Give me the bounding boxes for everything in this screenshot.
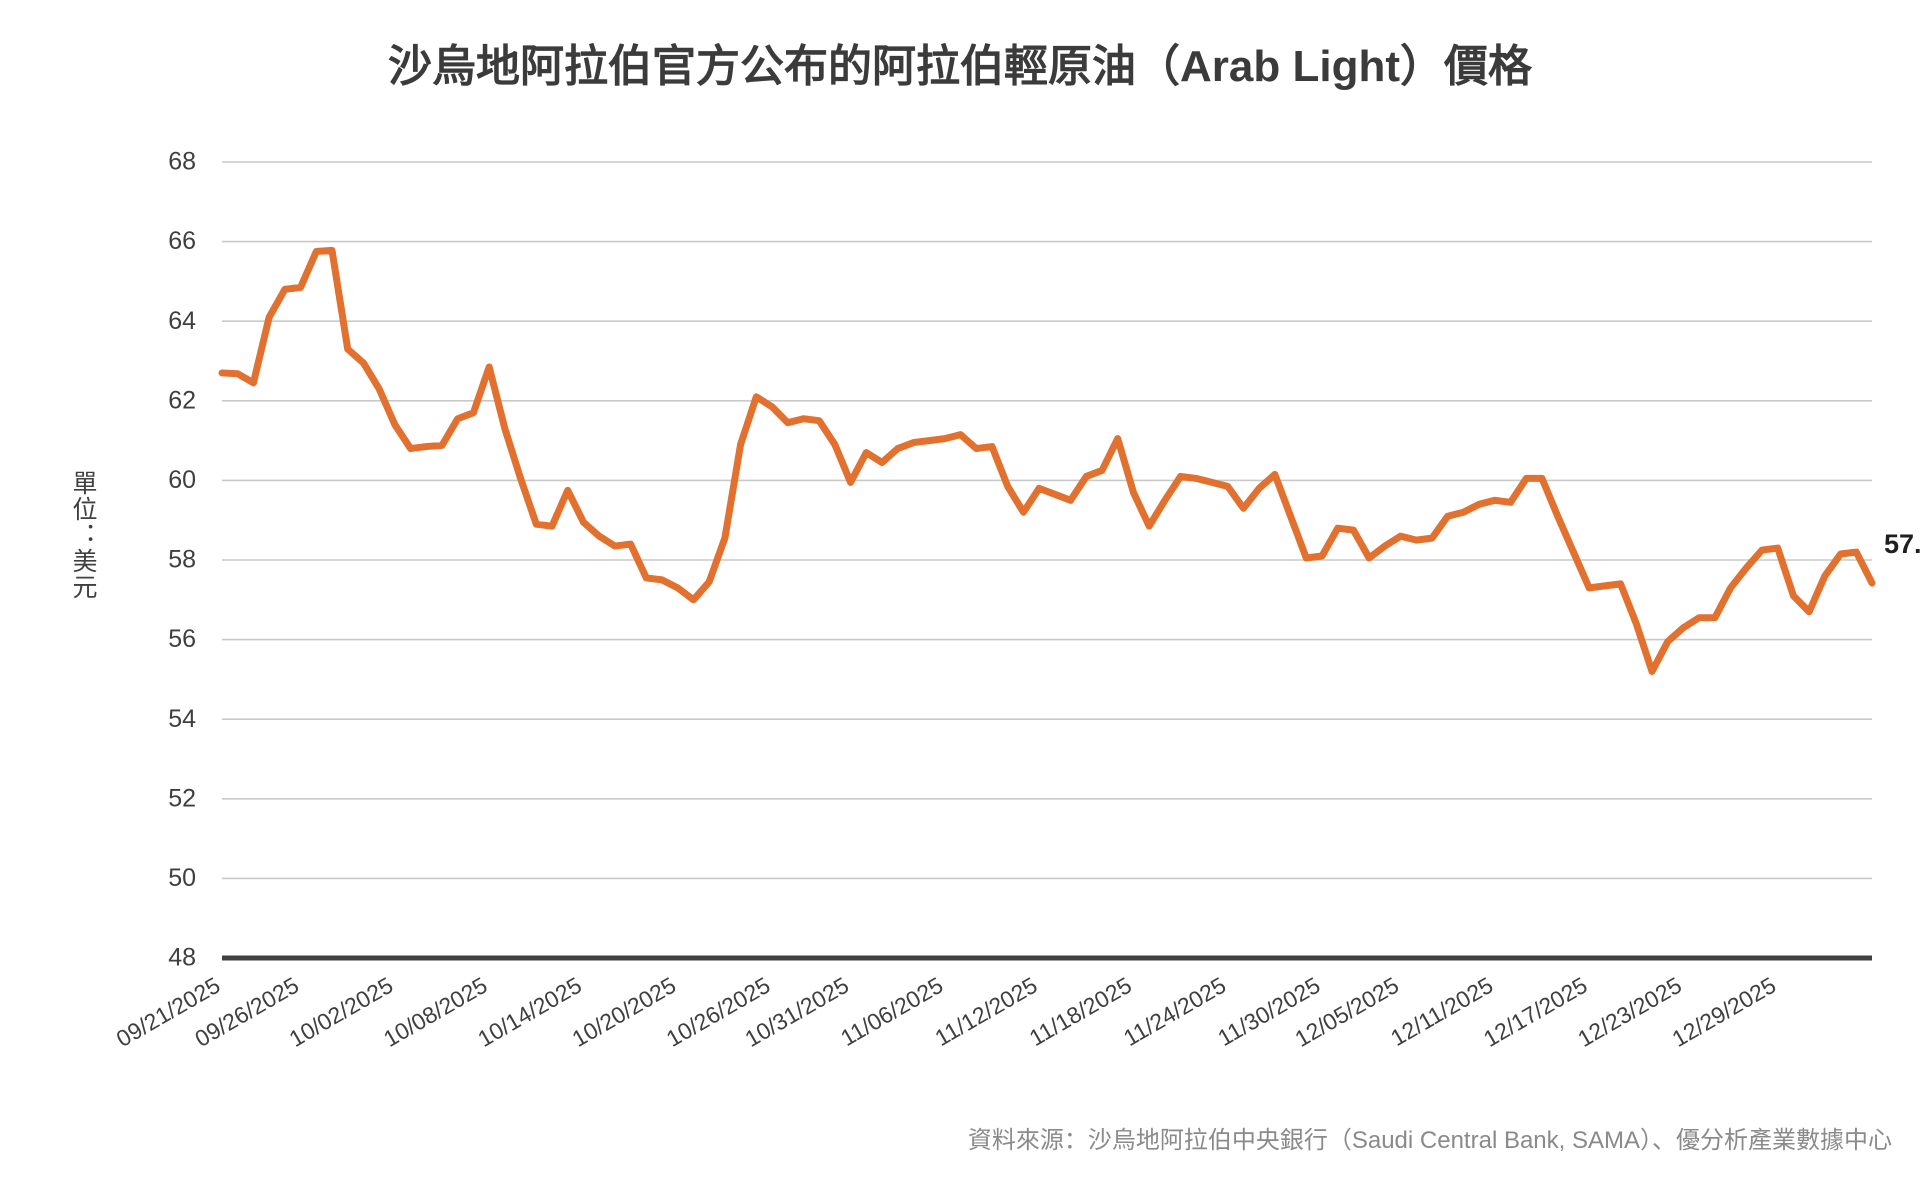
y-axis-tick-label: 48 (168, 944, 196, 972)
y-axis-tick-label: 56 (168, 625, 196, 653)
y-axis-tick-label: 58 (168, 546, 196, 574)
x-axis-tick-label: 10/20/2025 (568, 972, 681, 1052)
y-axis-tick-label: 62 (168, 386, 196, 414)
x-axis-tick-label: 10/02/2025 (285, 972, 398, 1052)
x-axis-tick-label: 11/12/2025 (930, 972, 1041, 1051)
x-axis-tick-label: 11/18/2025 (1025, 972, 1136, 1051)
x-axis-tick-label: 11/06/2025 (836, 972, 947, 1051)
x-axis-tick-label: 12/23/2025 (1573, 972, 1686, 1052)
x-axis-tick-label: 11/24/2025 (1119, 972, 1230, 1051)
x-axis-tick-label: 12/29/2025 (1668, 972, 1781, 1052)
price-line-series (218, 246, 1876, 675)
last-value-label-group: 57.42 (1884, 529, 1920, 559)
x-axis-tick-label: 10/14/2025 (473, 972, 586, 1052)
x-axis-tick-label: 12/11/2025 (1386, 972, 1497, 1051)
y-axis-tick-label: 54 (168, 705, 196, 733)
y-axis-tick-label: 60 (168, 466, 196, 494)
y-axis-title: 單位：美元 (69, 470, 97, 600)
y-axis-tick-label: 52 (168, 784, 196, 812)
y-axis-tick-labels: 48 50 52 54 56 58 60 62 64 66 68 (168, 148, 196, 972)
x-axis-tick-label: 12/17/2025 (1479, 972, 1592, 1052)
chart-title: 沙烏地阿拉伯官方公布的阿拉伯輕原油（Arab Light）價格 (388, 42, 1532, 91)
last-value-label: 57.42 (1884, 529, 1920, 559)
y-axis-tick-label: 64 (168, 307, 196, 335)
y-axis-tick-label: 50 (168, 864, 196, 892)
data-series-group (218, 246, 1876, 675)
y-axis-tick-label: 68 (168, 148, 196, 176)
x-axis-tick-label: 10/08/2025 (379, 972, 492, 1052)
source-note: 資料來源：沙烏地阿拉伯中央銀行（Saudi Central Bank, SAMA… (967, 1127, 1892, 1154)
y-axis-tick-label: 66 (168, 227, 196, 255)
x-axis-tick-labels: 09/21/202509/26/202510/02/202510/08/2025… (112, 972, 1780, 1052)
gridlines-group (222, 161, 1872, 961)
